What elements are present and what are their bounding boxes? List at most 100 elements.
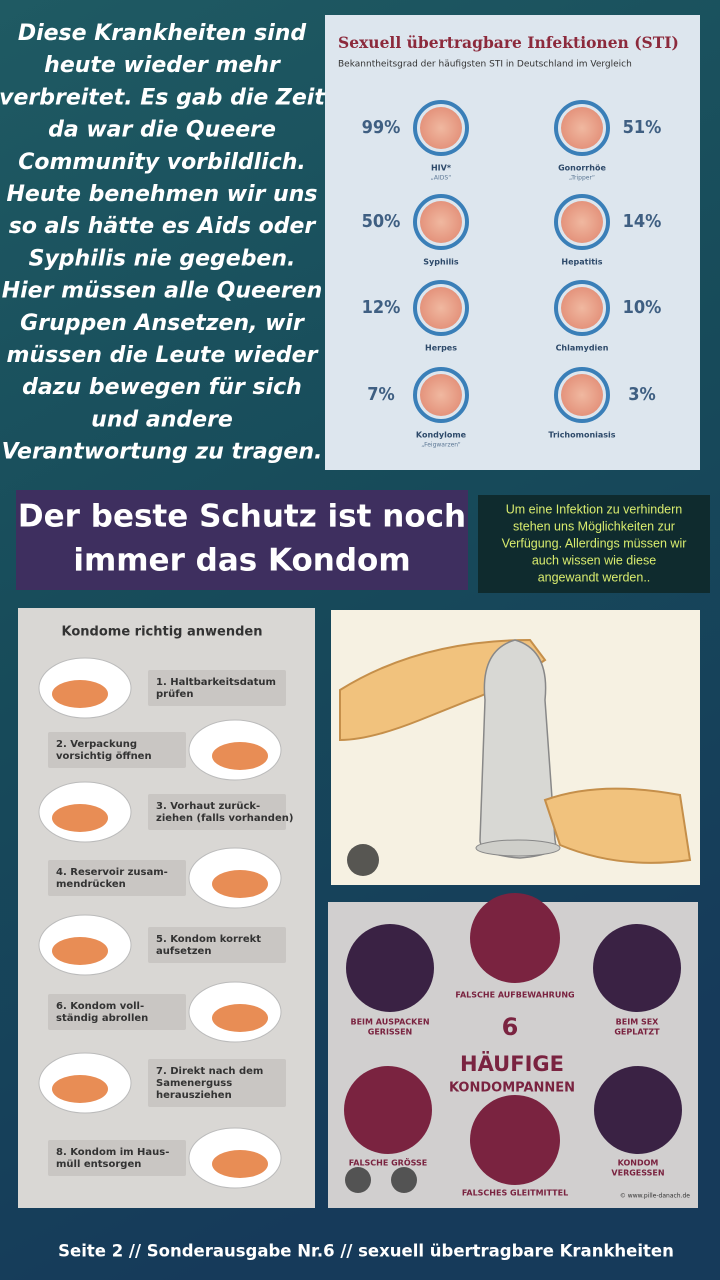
step-text: mendrücken bbox=[56, 879, 126, 890]
intro-line: so als hätte es Aids oder bbox=[9, 214, 317, 239]
headline-line: Der beste Schutz ist noch bbox=[18, 499, 466, 535]
step-text: ständig abrollen bbox=[56, 1013, 148, 1024]
note-line: angewandt werden.. bbox=[538, 570, 651, 584]
sti-ring bbox=[413, 280, 469, 336]
step-label-box bbox=[148, 670, 286, 706]
step-text: 7. Direkt nach dem bbox=[156, 1066, 263, 1077]
step-text: ziehen (falls vorhanden) bbox=[156, 813, 293, 824]
intro-text: Diese Krankheiten sind heute wieder mehr v… bbox=[0, 21, 326, 465]
sti-percent: 50% bbox=[362, 211, 401, 232]
sti-name: Chlamydien bbox=[556, 344, 609, 353]
step-text: müll entsorgen bbox=[56, 1159, 141, 1170]
mishaps-title: KONDOMPANNEN bbox=[449, 1081, 575, 1096]
mishap-label: FALSCHES GLEITMITTEL bbox=[462, 1189, 568, 1198]
note-line: auch wissen wie diese bbox=[532, 553, 656, 567]
intro-line: Hier müssen alle Queeren bbox=[2, 279, 323, 304]
sti-title: Sexuell übertragbare Infektionen (STI) bbox=[338, 33, 679, 52]
step-hand bbox=[212, 742, 268, 770]
step-hand bbox=[212, 1004, 268, 1032]
intro-line: da war die Queere bbox=[48, 118, 276, 143]
step-text: 4. Reservoir zusam- bbox=[56, 867, 168, 878]
sti-percent: 14% bbox=[623, 211, 662, 232]
sti-percent: 10% bbox=[623, 297, 662, 318]
step-text: aufsetzen bbox=[156, 946, 211, 957]
step-label-box bbox=[48, 732, 186, 768]
mishap-label: GEPLATZT bbox=[614, 1028, 660, 1037]
sti-percent: 99% bbox=[362, 117, 401, 138]
instructions-title: Kondome richtig anwenden bbox=[62, 625, 263, 640]
mishap-label: BEIM AUSPACKEN bbox=[350, 1018, 429, 1027]
step-text: vorsichtig öffnen bbox=[56, 751, 152, 762]
mishap-label: BEIM SEX bbox=[616, 1018, 660, 1027]
sti-name: Herpes bbox=[425, 344, 457, 353]
headline-line: immer das Kondom bbox=[73, 543, 410, 579]
step-text: 2. Verpackung bbox=[56, 739, 137, 750]
footer: Seite 2 // Sonderausgabe Nr.6 // sexuell… bbox=[58, 1242, 674, 1261]
sti-name: Syphilis bbox=[423, 258, 459, 267]
intro-line: Heute benehmen wir uns bbox=[7, 182, 318, 207]
step-text: 5. Kondom korrekt bbox=[156, 934, 261, 945]
step-text: 6. Kondom voll- bbox=[56, 1001, 144, 1012]
sti-note: „AIDS“ bbox=[431, 175, 452, 182]
step-label-box bbox=[48, 1140, 186, 1176]
step-hand bbox=[52, 937, 108, 965]
intro-line: heute wieder mehr bbox=[44, 53, 281, 78]
mishaps-title: HÄUFIGE bbox=[460, 1051, 564, 1076]
sti-name: Hepatitis bbox=[561, 258, 602, 267]
sti-icon bbox=[561, 107, 603, 149]
headline-box bbox=[16, 490, 468, 590]
mishap-icons bbox=[344, 893, 682, 1193]
sti-percent: 51% bbox=[623, 117, 662, 138]
mishap-label: VERGESSEN bbox=[611, 1169, 664, 1178]
intro-line: müssen die Leute wieder bbox=[7, 343, 319, 368]
sti-panel bbox=[325, 15, 700, 470]
step-hand bbox=[212, 1150, 268, 1178]
mishap-label: FALSCHE AUFBEWAHRUNG bbox=[455, 991, 574, 1000]
step-hand bbox=[52, 680, 108, 708]
step-text: 1. Haltbarkeitsdatum bbox=[156, 677, 276, 688]
sti-icon bbox=[420, 201, 462, 243]
illustration bbox=[339, 638, 692, 876]
sti-name: HIV* bbox=[431, 164, 452, 173]
step-text: Samenerguss bbox=[156, 1078, 232, 1089]
sti-name: Gonorrhöe bbox=[558, 164, 606, 173]
sti-ring bbox=[554, 194, 610, 250]
intro-line: Diese Krankheiten sind bbox=[18, 21, 307, 46]
note-line: Verfügung. Allerdings müssen wir bbox=[502, 536, 687, 550]
sti-percent: 12% bbox=[362, 297, 401, 318]
mishap-label: KONDOM bbox=[618, 1159, 659, 1168]
intro-line: und andere bbox=[91, 407, 233, 432]
step-text: prüfen bbox=[156, 689, 193, 700]
sti-ring bbox=[413, 194, 469, 250]
sti-icon bbox=[420, 107, 462, 149]
sti-percent: 3% bbox=[628, 384, 656, 405]
note-box bbox=[478, 495, 710, 593]
step-label-box bbox=[148, 794, 286, 830]
note-text: Um eine Infektion zu verhindern stehen un… bbox=[502, 502, 687, 584]
sti-icon bbox=[561, 374, 603, 416]
note-line: Um eine Infektion zu verhindern bbox=[506, 502, 683, 516]
intro-line: Gruppen Ansetzen, wir bbox=[20, 311, 305, 336]
mishap-label: GERISSEN bbox=[368, 1028, 413, 1037]
sti-note: „Feigwarzen“ bbox=[421, 442, 461, 449]
mishaps-source: © www.pille-danach.de bbox=[620, 1193, 690, 1200]
sti-name: Kondylome bbox=[416, 431, 467, 440]
sti-ring bbox=[413, 367, 469, 423]
sti-icon bbox=[561, 287, 603, 329]
mishaps-number: 6 bbox=[502, 1013, 519, 1041]
sti-note: „Tripper“ bbox=[569, 175, 595, 182]
sti-ring bbox=[554, 280, 610, 336]
sti-subtitle: Bekanntheitsgrad der häufigsten STI in D… bbox=[338, 60, 632, 70]
step-hand bbox=[52, 804, 108, 832]
sti-ring bbox=[413, 100, 469, 156]
step-label-box bbox=[48, 994, 186, 1030]
mishap-label: FALSCHE GRÖSSE bbox=[349, 1158, 428, 1168]
intro-line: Syphilis nie gegeben. bbox=[29, 246, 296, 271]
step-text: 3. Vorhaut zurück- bbox=[156, 801, 260, 812]
sti-ring bbox=[554, 367, 610, 423]
step-hand bbox=[52, 1075, 108, 1103]
